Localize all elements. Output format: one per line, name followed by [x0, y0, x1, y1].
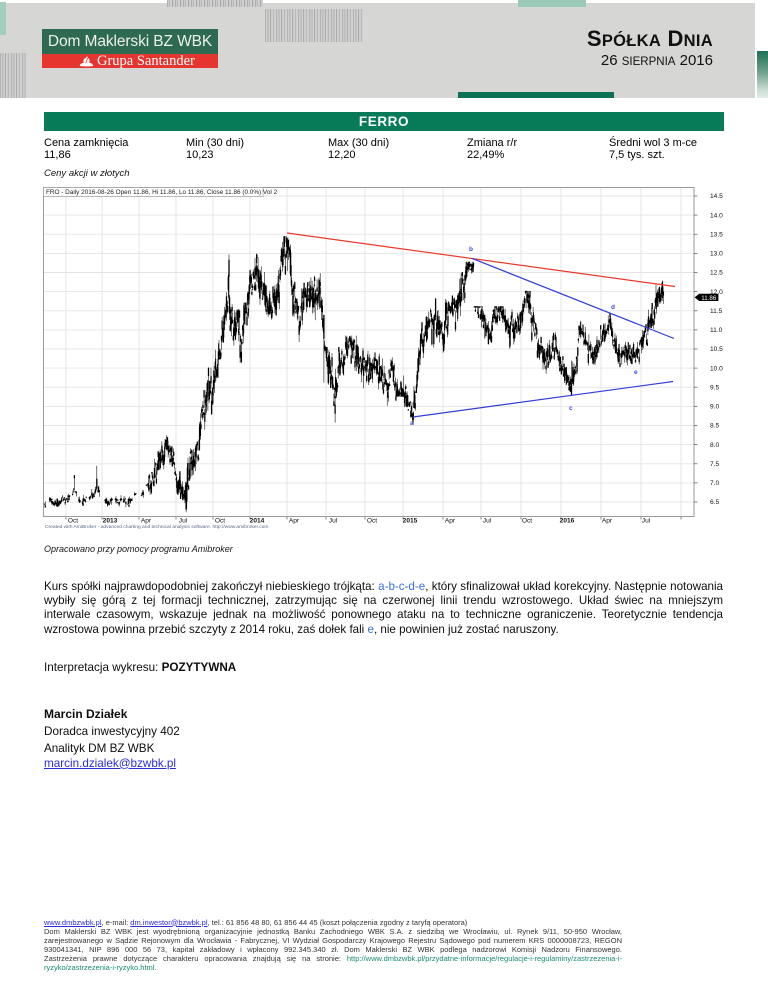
svg-text:b: b: [469, 246, 473, 253]
svg-text:2013: 2013: [103, 518, 118, 525]
svg-text:14.5: 14.5: [710, 193, 723, 200]
svg-text:8.5: 8.5: [710, 423, 719, 430]
svg-text:7.0: 7.0: [710, 480, 719, 487]
svg-text:2016: 2016: [560, 518, 575, 525]
svg-text:Jul: Jul: [642, 518, 651, 525]
svg-text:11.86: 11.86: [701, 295, 717, 302]
svg-text:Oct: Oct: [522, 518, 532, 525]
svg-text:13.5: 13.5: [710, 231, 723, 238]
svg-text:2015: 2015: [403, 518, 418, 525]
svg-text:6.5: 6.5: [710, 499, 719, 506]
svg-text:13.0: 13.0: [710, 251, 723, 258]
svg-text:12.0: 12.0: [710, 289, 723, 296]
svg-text:14.0: 14.0: [710, 212, 723, 219]
svg-text:c: c: [569, 405, 573, 412]
svg-text:10.5: 10.5: [710, 346, 723, 353]
svg-text:9.5: 9.5: [710, 384, 719, 391]
svg-text:11.5: 11.5: [710, 308, 723, 315]
svg-text:d: d: [611, 304, 615, 311]
svg-text:Jul: Jul: [483, 518, 492, 525]
svg-text:10.0: 10.0: [710, 365, 723, 372]
svg-text:Oct: Oct: [215, 518, 225, 525]
svg-text:Apr: Apr: [141, 518, 152, 525]
svg-text:Jul: Jul: [179, 518, 188, 525]
svg-text:8.0: 8.0: [710, 442, 719, 449]
svg-text:Apr: Apr: [289, 518, 300, 525]
svg-text:Oct: Oct: [367, 518, 377, 525]
svg-text:Jul: Jul: [329, 518, 338, 525]
svg-text:11.0: 11.0: [710, 327, 723, 334]
svg-text:a: a: [410, 420, 414, 427]
svg-text:Created with AmiBroker - advan: Created with AmiBroker - advanced charti…: [45, 524, 268, 530]
svg-text:FRO - Daily 2016-08-26 Open 11: FRO - Daily 2016-08-26 Open 11.86, Hi 11…: [46, 189, 278, 196]
svg-text:Apr: Apr: [445, 518, 456, 525]
svg-text:e: e: [634, 369, 638, 376]
svg-text:7.5: 7.5: [710, 461, 719, 468]
svg-text:Apr: Apr: [602, 518, 613, 525]
svg-text:Oct: Oct: [68, 518, 78, 525]
svg-text:9.0: 9.0: [710, 404, 719, 411]
svg-text:12.5: 12.5: [710, 270, 723, 277]
svg-text:2014: 2014: [250, 518, 265, 525]
